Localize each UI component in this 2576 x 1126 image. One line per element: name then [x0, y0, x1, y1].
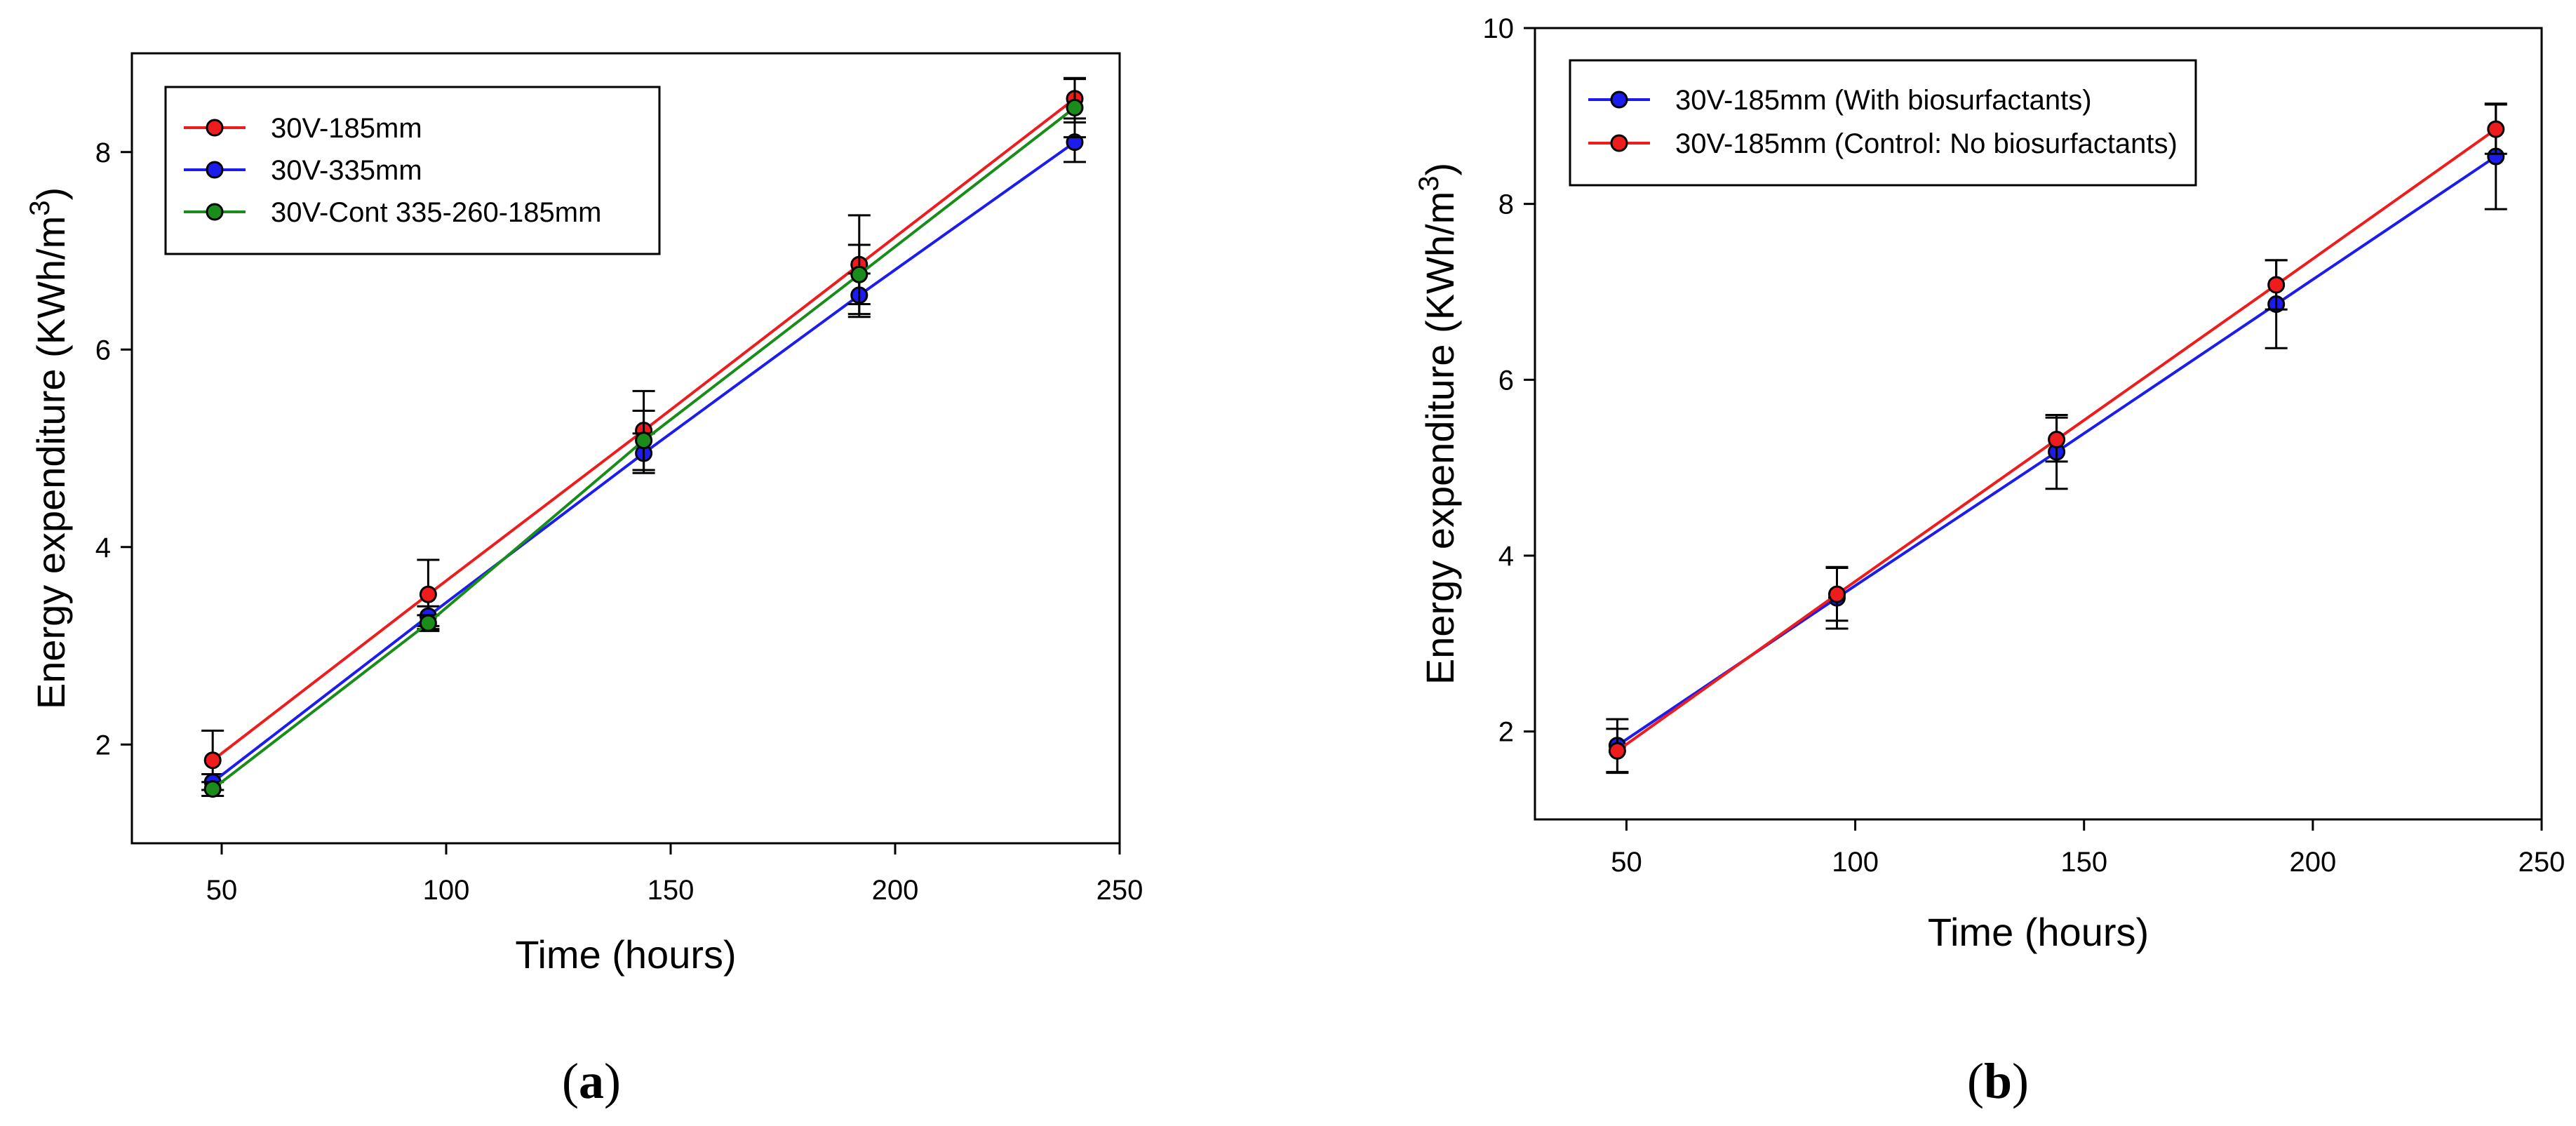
x-axis-title: Time (hours)	[1928, 910, 2149, 954]
legend-marker	[206, 161, 224, 179]
legend-marker	[206, 119, 224, 137]
data-point	[203, 751, 222, 770]
data-point	[850, 265, 868, 283]
x-tick-label: 100	[1832, 847, 1879, 878]
y-tick-label: 4	[1498, 541, 1514, 572]
legend-marker	[1610, 91, 1628, 109]
series-1	[1606, 103, 2507, 775]
panel-label: (b)	[1967, 1053, 2029, 1109]
data-point	[1066, 98, 1084, 116]
y-axis-title: Energy expenditure (KWh/m3)	[1414, 163, 1462, 685]
data-point	[1828, 585, 1846, 603]
y-tick-label: 6	[95, 335, 111, 366]
y-tick-label: 8	[95, 138, 111, 168]
x-axis-title: Time (hours)	[515, 932, 736, 977]
legend-entry-label: 30V-335mm	[271, 155, 422, 186]
x-tick-label: 200	[872, 875, 919, 906]
x-tick-label: 150	[648, 875, 695, 906]
chart-panel-a: 50 100 150 200 250 2 4 6 8 Time (hours) Energy exp…	[25, 52, 1143, 1109]
legend-marker	[1610, 134, 1628, 152]
legend: 30V-185mm (With biosurfactants) 30V-185mm…	[1569, 59, 2197, 187]
x-tick-label: 100	[423, 875, 470, 906]
y-axis-title: Energy expenditure (KWh/m3)	[25, 187, 73, 709]
legend-marker	[206, 203, 224, 221]
data-point	[419, 585, 437, 603]
chart-panel-b: 50 100 150 200 250 2 4 6 8 10 Time (hours) Energy e…	[1414, 13, 2565, 1109]
data-point	[203, 780, 222, 798]
plot-area-frame	[130, 52, 1121, 845]
data-point	[419, 614, 437, 632]
x-tick-label: 250	[2518, 847, 2565, 878]
y-tick-label: 6	[1498, 365, 1514, 396]
legend-entry-label: 30V-185mm	[271, 113, 422, 144]
plot-area-frame	[1534, 27, 2543, 821]
legend-entry-label: 30V-185mm (With biosurfactants)	[1675, 85, 2092, 116]
data-point	[2487, 120, 2505, 138]
x-tick-label: 50	[206, 875, 238, 906]
y-tick-label: 8	[1498, 189, 1514, 220]
panel-label: (a)	[562, 1053, 621, 1109]
data-point	[2267, 276, 2286, 294]
legend-entry-label: 30V-185mm (Control: No biosurfactants)	[1675, 128, 2178, 159]
y-tick-label: 4	[95, 532, 111, 563]
y-tick-label: 10	[1483, 13, 1515, 44]
legend-entry-label: 30V-Cont 335-260-185mm	[271, 197, 601, 228]
data-point	[1608, 742, 1626, 760]
legend: 30V-185mm 30V-335mm 30V-Cont 335-260-185mm	[164, 86, 661, 255]
data-point	[2048, 431, 2066, 449]
legend-frame	[164, 86, 661, 255]
x-tick-label: 50	[1611, 847, 1642, 878]
legend-frame	[1569, 59, 2197, 187]
x-tick-label: 250	[1096, 875, 1143, 906]
x-tick-label: 150	[2060, 847, 2107, 878]
y-tick-label: 2	[1498, 717, 1514, 748]
y-tick-label: 2	[95, 730, 111, 760]
x-tick-label: 200	[2289, 847, 2336, 878]
data-point	[635, 431, 653, 450]
series-2	[201, 76, 1086, 798]
